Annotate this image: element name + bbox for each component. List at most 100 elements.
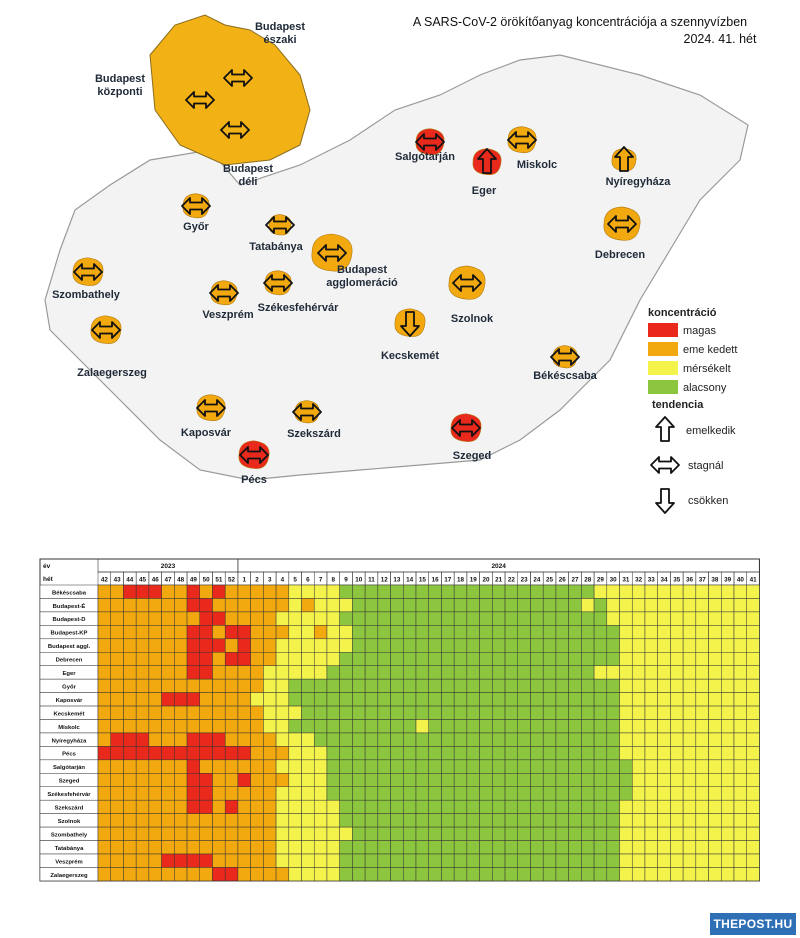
heatmap-cell	[670, 867, 684, 882]
heatmap-row: Veszprém	[39, 853, 760, 868]
heatmap-cell	[733, 759, 747, 774]
heatmap-cell	[110, 867, 124, 882]
heatmap-cell	[237, 638, 251, 653]
heatmap-cell	[174, 678, 188, 693]
heatmap-cell	[733, 826, 747, 841]
heatmap-cell	[250, 786, 264, 801]
legend-swatch-high	[648, 323, 678, 337]
week-label: 37	[699, 577, 707, 584]
heatmap-cell	[746, 611, 760, 626]
heatmap-cell	[148, 692, 162, 707]
heatmap-cell	[708, 867, 722, 882]
heatmap-cell	[441, 853, 455, 868]
heatmap-cell	[288, 759, 302, 774]
heatmap-cell	[428, 840, 442, 855]
heatmap-cell	[212, 732, 226, 747]
heatmap-cell	[352, 584, 366, 599]
heatmap-cell	[453, 813, 468, 828]
heatmap-cell	[568, 813, 582, 828]
heatmap-cell	[542, 746, 557, 761]
heatmap-cell	[339, 678, 353, 693]
heatmap-cell	[631, 826, 646, 841]
heatmap-cell	[644, 786, 658, 801]
heatmap-cell	[657, 759, 671, 774]
heatmap-cell	[263, 678, 277, 693]
heatmap-cell	[326, 773, 340, 788]
heatmap-cell	[517, 705, 531, 720]
heatmap-cell	[492, 759, 506, 774]
heatmap-cell	[288, 705, 302, 720]
heatmap-cell	[504, 840, 519, 855]
heatmap-cell	[644, 652, 658, 666]
heatmap-cell	[174, 732, 188, 747]
heatmap-cell	[593, 705, 608, 720]
week-label: 14	[406, 577, 414, 584]
heatmap-cell	[148, 826, 162, 841]
heatmap-cell	[135, 799, 150, 814]
heatmap-cell	[542, 867, 557, 882]
city-21: Pécs	[238, 440, 270, 486]
heatmap-cell	[441, 625, 455, 640]
heatmap-cell	[377, 705, 391, 720]
heatmap-cell	[403, 826, 417, 841]
heatmap-cell	[250, 813, 264, 828]
heatmap-cell	[555, 773, 569, 788]
heatmap-cell	[441, 611, 455, 626]
heatmap-cell	[479, 665, 493, 680]
heatmap-cell	[721, 584, 735, 599]
heatmap-cell	[708, 692, 722, 707]
heatmap-cell	[746, 705, 760, 720]
heatmap-cell	[390, 813, 404, 828]
heatmap-cell	[263, 652, 277, 666]
heatmap-cell	[733, 678, 747, 693]
heatmap-cell	[224, 692, 239, 707]
heatmap-cell	[492, 786, 506, 801]
heatmap-cell	[682, 773, 697, 788]
heatmap-cell	[313, 867, 328, 882]
heatmap-cell	[339, 625, 353, 640]
heatmap-cell	[275, 786, 290, 801]
heatmap-cell	[682, 625, 697, 640]
heatmap-cell	[581, 840, 595, 855]
heatmap-cell	[619, 853, 633, 868]
heatmap-cell	[199, 665, 213, 680]
heatmap-cell	[135, 652, 150, 666]
heatmap-cell	[593, 652, 608, 666]
heatmap-cell	[364, 826, 379, 841]
heatmap-cell	[530, 732, 544, 747]
week-label: 2	[255, 577, 259, 584]
heatmap-cell	[135, 773, 150, 788]
heatmap-cell	[517, 719, 531, 734]
heatmap-cell	[97, 853, 111, 868]
city-15: Zalaegerszeg	[77, 315, 147, 379]
city-area-10	[603, 206, 641, 241]
heatmap-cell	[542, 678, 557, 693]
heatmap-cell	[631, 625, 646, 640]
heatmap-cell	[631, 786, 646, 801]
heatmap-cell	[237, 598, 251, 613]
heatmap-cell	[721, 705, 735, 720]
heatmap-cell	[123, 652, 137, 666]
heatmap-cell	[606, 853, 620, 868]
heatmap-cell	[403, 799, 417, 814]
heatmap-cell	[619, 652, 633, 666]
heatmap-cell	[212, 584, 226, 599]
heatmap-cell	[174, 826, 188, 841]
heatmap-row: Pécs	[39, 746, 760, 761]
heatmap-cell	[224, 746, 239, 761]
heatmap-cell	[212, 813, 226, 828]
heatmap-cell	[530, 678, 544, 693]
heatmap-cell	[148, 840, 162, 855]
heatmap-cell	[135, 692, 150, 707]
watermark-logo: THEPOST.HU	[710, 913, 796, 935]
heatmap-cell	[466, 584, 480, 599]
heatmap-cell	[466, 705, 480, 720]
heatmap-cell	[428, 773, 442, 788]
heatmap-cell	[415, 705, 429, 720]
heatmap-cell	[224, 625, 239, 640]
heatmap-cell	[275, 853, 290, 868]
heatmap-cell	[250, 625, 264, 640]
heatmap-cell	[670, 773, 684, 788]
heatmap-cell	[657, 678, 671, 693]
heatmap-cell	[619, 638, 633, 653]
